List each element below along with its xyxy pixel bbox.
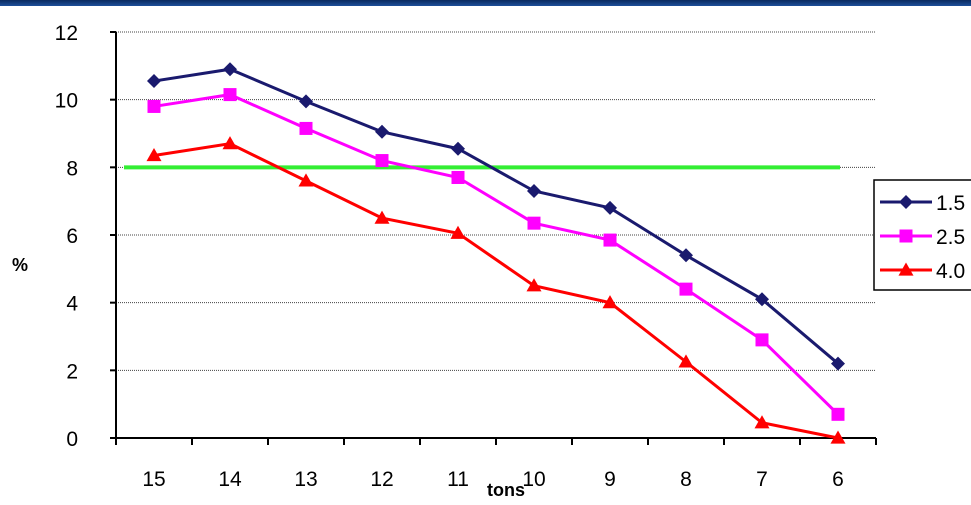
data-point: [831, 407, 845, 421]
x-tick-label: 11: [447, 468, 469, 491]
data-point: [299, 94, 313, 109]
data-point: [375, 154, 389, 168]
x-tick-label: 6: [832, 468, 844, 491]
axes: [110, 31, 877, 445]
data-point: [603, 200, 617, 215]
x-tick-label: 9: [604, 468, 616, 491]
data-point: [450, 225, 466, 239]
data-point: [755, 333, 769, 347]
y-tick-label: 0: [66, 428, 78, 451]
legend-item-2.5: 2.5: [880, 226, 965, 249]
data-point: [679, 248, 693, 263]
y-tick-label: 8: [66, 157, 78, 180]
x-tick-label: 14: [218, 468, 242, 491]
data-point: [147, 74, 161, 89]
data-point: [679, 282, 693, 296]
data-point: [526, 278, 542, 292]
data-point: [298, 173, 314, 187]
data-point: [602, 295, 618, 309]
x-tick-label: 12: [370, 468, 393, 491]
data-point: [147, 99, 161, 113]
x-tick-label: 8: [680, 468, 692, 491]
series-line-4.0: [153, 142, 839, 440]
y-tick-label: 10: [55, 90, 78, 113]
legend-label: 1.5: [936, 192, 965, 215]
data-point: [754, 415, 770, 429]
data-point: [299, 121, 313, 135]
data-point: [678, 354, 694, 368]
y-tick-label: 4: [66, 293, 78, 316]
x-tick-label: 13: [294, 468, 317, 491]
legend-item-1.5: 1.5: [880, 192, 965, 215]
legend[interactable]: 1.5 2.5 4.0: [873, 179, 971, 291]
data-point: [223, 62, 237, 77]
data-point: [830, 430, 846, 444]
y-tick-label: 12: [55, 22, 78, 45]
data-point: [527, 184, 541, 199]
series-line-2.5: [153, 93, 840, 416]
legend-label: 4.0: [936, 260, 965, 283]
legend-item-4.0: 4.0: [880, 260, 965, 283]
legend-label: 2.5: [936, 226, 965, 249]
data-point: [146, 147, 162, 162]
data-point: [222, 136, 238, 150]
x-tick-label: 7: [756, 468, 768, 491]
data-point: [831, 356, 845, 371]
legend-marker: [898, 262, 914, 276]
data-point: [374, 210, 390, 224]
data-point: [755, 292, 769, 307]
x-tick-label: 15: [142, 468, 165, 491]
series-2.5: [147, 88, 845, 421]
data-point: [223, 88, 237, 102]
y-tick-labels: 0 2 4 6 8 10 12: [55, 22, 79, 451]
data-point: [451, 170, 465, 184]
data-point: [603, 233, 617, 247]
legend-marker: [899, 229, 913, 243]
series-lines: [146, 62, 846, 444]
y-axis-title: %: [12, 255, 28, 275]
x-tick-label: 10: [522, 468, 545, 491]
data-point: [527, 216, 541, 230]
y-tick-label: 2: [66, 360, 78, 383]
data-point: [375, 124, 389, 139]
data-point: [451, 141, 465, 156]
y-tick-label: 6: [66, 225, 78, 248]
series-4.0: [146, 136, 846, 444]
series-line-1.5: [153, 67, 839, 365]
x-tick-labels: 15 14 13 12 11 10 9 8 7 6: [142, 468, 844, 491]
top-banner: [0, 0, 971, 6]
series-1.5: [147, 62, 845, 371]
legend-marker: [899, 195, 913, 209]
x-axis-title: tons: [487, 480, 525, 500]
